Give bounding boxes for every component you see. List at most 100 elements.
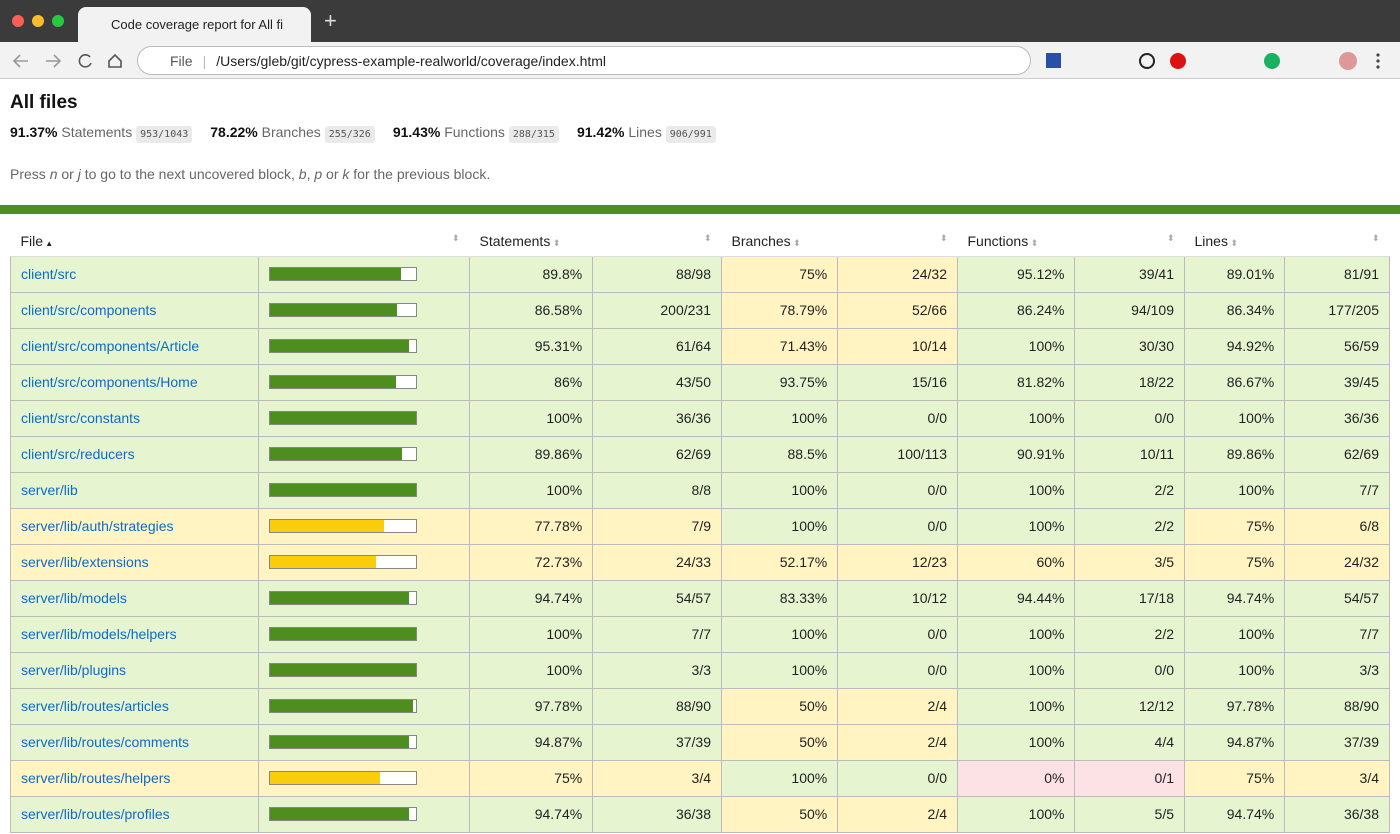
pct-cell: 89.86% xyxy=(468,435,594,473)
file-link[interactable]: server/lib/routes/articles xyxy=(21,698,169,714)
extension[interactable] xyxy=(1139,53,1155,69)
url: /Users/gleb/git/cypress-example-realworl… xyxy=(216,53,607,69)
pct-cell: 100% xyxy=(468,651,594,689)
file-link[interactable]: client/src/components/Article xyxy=(21,338,200,354)
fraction-cell: 18/22 xyxy=(1074,363,1185,401)
fraction-cell: 7/7 xyxy=(592,615,722,653)
maximize-window[interactable] xyxy=(52,15,64,27)
file-link[interactable]: client/src/constants xyxy=(21,410,141,426)
fraction-cell: 7/7 xyxy=(1284,471,1390,509)
extension[interactable] xyxy=(1170,53,1186,69)
pct-cell: 100% xyxy=(956,327,1076,365)
fraction-cell: 0/0 xyxy=(837,759,958,797)
column-title: Statements xyxy=(479,233,551,250)
file-link[interactable]: server/lib/routes/profiles xyxy=(21,806,170,822)
profile[interactable] xyxy=(1339,52,1357,70)
fraction-cell: 4/4 xyxy=(1074,723,1185,761)
column-header[interactable]: Functions ⬍ ⬍ xyxy=(957,227,1185,257)
file-cell: client/src/components/Home xyxy=(9,363,260,401)
extension[interactable] xyxy=(1046,53,1061,68)
forward[interactable] xyxy=(46,54,62,68)
key: b xyxy=(298,166,307,182)
coverage-fill xyxy=(270,304,397,316)
file-link[interactable]: server/lib/extensions xyxy=(21,554,149,570)
column-header[interactable]: Lines ⬍ ⬍ xyxy=(1184,227,1390,257)
coverage-fill xyxy=(270,592,409,604)
file-link[interactable]: server/lib/models/helpers xyxy=(21,626,177,642)
coverage-fill xyxy=(270,484,417,496)
summary-label: Statements xyxy=(61,124,133,140)
pct-cell: 72.73% xyxy=(468,543,594,581)
pct-cell: 100% xyxy=(720,651,839,689)
coverage-bar xyxy=(269,699,418,713)
fraction-cell: 37/39 xyxy=(1284,723,1390,761)
pct-cell: 94.87% xyxy=(468,723,594,761)
summary-item: 91.43% Functions 288/315 xyxy=(392,124,559,143)
minimize-window[interactable] xyxy=(32,15,44,27)
home[interactable] xyxy=(108,53,122,68)
pct-cell: 75% xyxy=(468,759,594,797)
pct-cell: 89.8% xyxy=(468,255,594,293)
fraction-cell: 3/5 xyxy=(1074,543,1185,581)
file-link[interactable]: client/src/components/Home xyxy=(21,374,198,390)
fraction-cell: 24/32 xyxy=(1284,543,1390,581)
summary: 91.37% Statements 953/1043 78.22% Branche… xyxy=(10,124,1390,143)
fraction-cell: 177/205 xyxy=(1284,291,1390,329)
file-cell: client/src xyxy=(9,255,260,293)
extension[interactable] xyxy=(1264,53,1280,69)
fraction-cell: 2/4 xyxy=(837,795,958,833)
file-cell: client/src/components/Article xyxy=(9,327,260,365)
file-row: client/src 89.8% 88/98 75% 24/32 95.12% 39/41 8… xyxy=(9,255,1390,293)
menu[interactable] xyxy=(1376,53,1380,57)
file-link[interactable]: server/lib/models xyxy=(21,590,127,606)
coverage-fill xyxy=(270,268,402,280)
new-tab[interactable]: + xyxy=(324,8,337,33)
extensions xyxy=(1046,52,1380,70)
file-cell: server/lib/models xyxy=(9,579,260,617)
help-part: , xyxy=(306,166,315,182)
pct-cell: 94.74% xyxy=(468,579,594,617)
file-link[interactable]: client/src xyxy=(21,266,77,282)
close-window[interactable] xyxy=(12,15,24,27)
pct-cell: 100% xyxy=(956,687,1076,725)
pct-cell: 94.74% xyxy=(468,795,594,833)
file-link[interactable]: client/src/components xyxy=(21,302,157,318)
sort-toggle: ⬍ xyxy=(939,233,948,244)
separator: | xyxy=(202,53,207,69)
file-row: client/src/components 86.58% 200/231 78.79%… xyxy=(9,291,1390,329)
coverage-fill xyxy=(270,520,384,532)
tab[interactable]: Code coverage report for All fi xyxy=(78,7,311,42)
file-link[interactable]: server/lib/auth/strategies xyxy=(21,518,174,534)
pct-cell: 50% xyxy=(720,795,839,833)
nav-buttons xyxy=(12,53,122,68)
file-link[interactable]: server/lib xyxy=(21,482,78,498)
column-header[interactable]: Statements ⬍ ⬍ xyxy=(469,227,722,257)
file-row: server/lib/plugins 100% 3/3 100% 0/0 100% 0/0 1… xyxy=(9,651,1390,689)
coverage-bar xyxy=(269,519,418,533)
page-title: All files xyxy=(10,92,78,113)
file-link[interactable]: server/lib/routes/comments xyxy=(21,734,190,750)
column-header[interactable]: Branches ⬍ ⬍ xyxy=(721,227,958,257)
column-title: Functions xyxy=(967,233,1029,250)
fraction-cell: 88/90 xyxy=(592,687,722,725)
fraction-cell: 2/2 xyxy=(1074,471,1185,509)
sort-toggle: ⬍ xyxy=(1166,233,1175,244)
back[interactable] xyxy=(12,54,28,68)
sort-toggle: ⬍ xyxy=(790,238,801,249)
reload[interactable] xyxy=(78,54,92,68)
pct-cell: 100% xyxy=(1183,399,1286,437)
file-cell: client/src/constants xyxy=(9,399,260,437)
pct-cell: 86.58% xyxy=(468,291,594,329)
file-link[interactable]: client/src/reducers xyxy=(21,446,135,462)
pct-cell: 100% xyxy=(720,399,839,437)
file-link[interactable]: server/lib/routes/helpers xyxy=(21,770,171,786)
pct-cell: 100% xyxy=(468,471,594,509)
help-part: for the previous block. xyxy=(349,166,491,182)
coverage-bar xyxy=(269,627,418,641)
address-bar[interactable]: File | /Users/gleb/git/cypress-example-rea… xyxy=(137,46,1031,75)
summary-pct: 91.43% xyxy=(392,124,441,140)
file-link[interactable]: server/lib/plugins xyxy=(21,662,127,678)
report-header: All files 91.37% Statements 953/1043 78.2… xyxy=(0,92,1400,182)
column-header[interactable]: File ▲ ⬍ xyxy=(10,227,470,257)
file-row: server/lib/extensions 72.73% 24/33 52.17% 12… xyxy=(9,543,1390,581)
